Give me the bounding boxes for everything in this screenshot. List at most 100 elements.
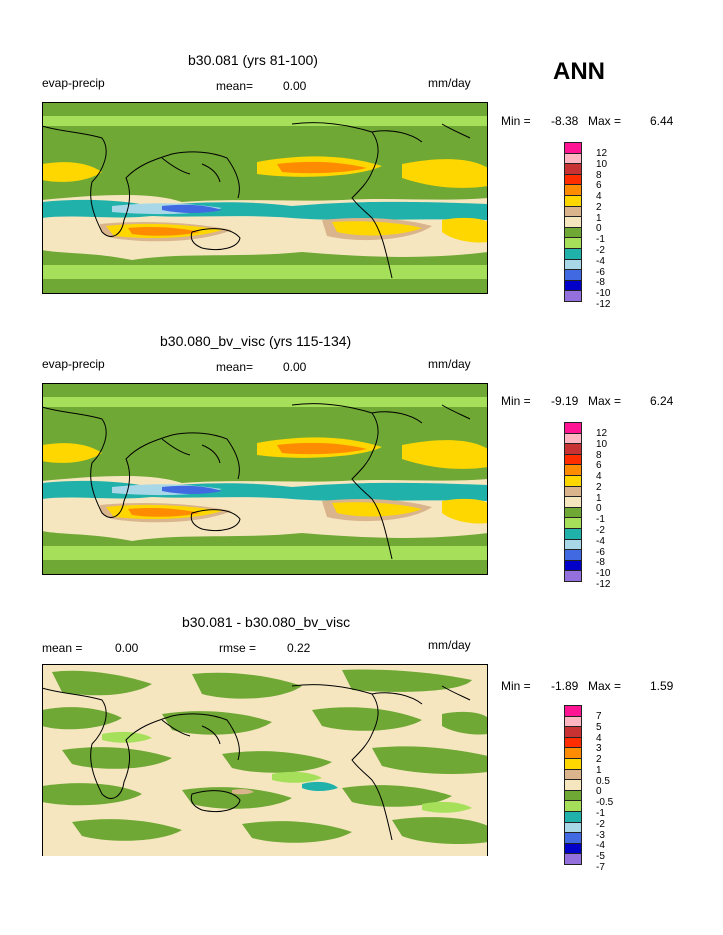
sio-orange: [128, 227, 200, 236]
greenland-coast: [371, 123, 471, 143]
legend-label: -0.5: [596, 797, 614, 808]
legend-label: 10: [596, 439, 608, 450]
mean-value: 0.00: [283, 360, 307, 374]
asia-coast: [161, 719, 221, 745]
southern-band: [42, 265, 488, 279]
legend-label: -10: [596, 288, 611, 299]
southern-band: [42, 546, 488, 560]
min-value: -9.19: [551, 394, 579, 408]
legend-label: -3: [596, 830, 605, 841]
diff-teal-patch: [302, 781, 338, 791]
natl-yellow: [402, 159, 488, 188]
mean-value: 0.00: [283, 79, 307, 93]
americas-coast: [291, 122, 393, 279]
itcz-band: [42, 199, 488, 220]
swatch-m7: [564, 853, 582, 865]
natl-yellow: [402, 440, 488, 469]
legend-label: 6: [596, 180, 602, 191]
coastlines: [42, 403, 471, 560]
legend-label: -1: [596, 514, 605, 525]
map-frame: [42, 383, 488, 575]
africa-eurasia-coast: [42, 687, 240, 799]
legend-label: 0: [596, 223, 602, 234]
map-frame: [42, 664, 488, 856]
legend-label: 4: [596, 191, 602, 202]
americas-coast: [291, 403, 393, 560]
legend-label: 8: [596, 450, 602, 461]
americas-coast: [291, 684, 393, 841]
legend-label: -4: [596, 840, 605, 851]
field-label: evap-precip: [42, 357, 105, 371]
legend-label: 4: [596, 733, 602, 744]
colorbar-2: [564, 422, 582, 582]
legend-label: 10: [596, 159, 608, 170]
colorbar-1: [564, 142, 582, 302]
legend-label: -4: [596, 536, 605, 547]
northern-band: [42, 116, 488, 126]
legend-label: 0: [596, 503, 602, 514]
legend-label: 12: [596, 428, 608, 439]
legend-label: -7: [596, 862, 605, 873]
sep-yellow: [332, 502, 422, 517]
min-label: Min =: [501, 394, 531, 408]
satl-yellow: [442, 217, 488, 243]
npac-orange: [277, 442, 367, 455]
legend-label: 2: [596, 202, 602, 213]
map-panel-3: [42, 664, 488, 856]
diff-negative-patches: [42, 669, 488, 844]
field-label: evap-precip: [42, 76, 105, 90]
legend-label: -2: [596, 245, 605, 256]
diff-light-patches: [102, 731, 472, 813]
min-value: -8.38: [551, 114, 579, 128]
arabia-yellow: [42, 443, 102, 463]
legend-label: 0.5: [596, 776, 610, 787]
max-label: Max =: [588, 679, 622, 693]
sio-orange: [128, 508, 200, 517]
legend-label: -8: [596, 277, 605, 288]
legend-label: 7: [596, 711, 602, 722]
africa-eurasia-coast: [42, 125, 240, 237]
legend-label: -10: [596, 568, 611, 579]
australia-coast: [190, 790, 241, 813]
legend-label: 5: [596, 722, 602, 733]
legend-label: 8: [596, 170, 602, 181]
mean-value: 0.00: [115, 641, 139, 655]
panel-title: b30.081 - b30.080_bv_visc: [182, 614, 351, 630]
mean-label: mean=: [216, 79, 254, 93]
map-frame: [42, 102, 488, 294]
panel-title: b30.080_bv_visc (yrs 115-134): [160, 333, 352, 349]
legend-label: -6: [596, 547, 605, 558]
legend-label: 2: [596, 754, 602, 765]
legend-label: 1: [596, 213, 602, 224]
min-label: Min =: [501, 679, 531, 693]
mean-label: mean =: [42, 641, 83, 655]
map-panel-2: [42, 383, 488, 575]
sep-yellow: [332, 221, 422, 236]
max-value: 1.59: [650, 679, 674, 693]
legend-label: -12: [596, 579, 611, 590]
asia-coast: [161, 157, 221, 183]
legend-label: -2: [596, 819, 605, 830]
max-value: 6.44: [650, 114, 674, 128]
mean-label: mean=: [216, 360, 254, 374]
legend-label: 1: [596, 493, 602, 504]
max-value: 6.24: [650, 394, 674, 408]
legend-label: 12: [596, 148, 608, 159]
northern-band: [42, 397, 488, 407]
map-panel-1: [42, 102, 488, 294]
legend-label: -5: [596, 851, 605, 862]
legend-label: -12: [596, 299, 611, 310]
max-label: Max =: [588, 394, 622, 408]
legend-label: 2: [596, 482, 602, 493]
legend-label: -4: [596, 256, 605, 267]
season-label: ANN: [553, 58, 605, 85]
legend-label: -1: [596, 234, 605, 245]
legend-label: -8: [596, 557, 605, 568]
coastlines: [42, 684, 471, 841]
unit-label: mm/day: [428, 638, 471, 652]
panel-title: b30.081 (yrs 81-100): [188, 52, 318, 68]
unit-label: mm/day: [428, 357, 471, 371]
legend-label: 4: [596, 471, 602, 482]
legend-label: 0: [596, 786, 602, 797]
npac-orange: [277, 161, 367, 174]
